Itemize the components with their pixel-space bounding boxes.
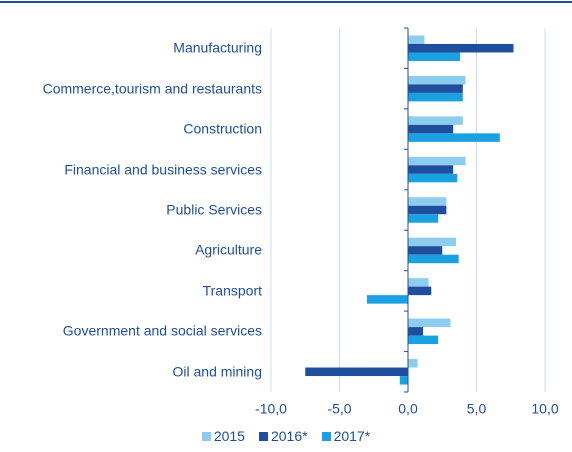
legend-label: 2017* [333,428,371,444]
category-label: Agriculture [195,241,262,258]
legend-swatch [258,431,268,441]
x-tick-label: -5,0 [327,401,351,417]
category-label: Public Services [166,201,262,218]
bar [408,197,447,206]
bar [408,52,461,61]
bar [408,133,500,142]
bar [305,367,408,377]
legend-item: 2017* [321,428,371,444]
bar [408,205,447,215]
legend-label: 2016* [270,428,308,444]
category-label: Manufacturing [173,39,262,56]
category-label: Commerce,tourism and restaurants [42,80,262,97]
category-label: Transport [202,282,262,299]
bar [408,327,424,336]
legend-item: 2016* [258,428,308,444]
bar [408,75,466,85]
bar [408,359,418,368]
bar [408,84,463,93]
x-tick-label: 10,0 [531,401,558,417]
bar [408,156,466,166]
legend-swatch [201,431,211,441]
bar [399,376,408,385]
category-label: Oil and mining [172,363,263,380]
bar [408,286,432,296]
legend-label: 2015 [213,428,245,444]
bar [366,295,408,304]
bar [408,237,456,247]
bar [408,116,463,125]
bar [408,278,429,287]
category-label: Financial and business services [64,161,262,178]
bar [408,246,443,255]
bar [408,43,514,53]
bar [408,335,439,345]
bar [408,124,454,134]
x-tick-label: -10,0 [255,401,287,417]
category-label: Government and social services [62,322,262,339]
bar [408,318,451,328]
x-tick-label: 0,0 [398,401,418,417]
legend-item: 2015 [201,428,245,444]
bar [408,92,463,102]
bar [408,214,439,223]
bar [408,35,425,44]
bar [408,173,458,183]
bar [408,165,454,174]
category-label: Construction [183,120,262,137]
x-tick-label: 5,0 [467,401,487,417]
bar [408,254,459,264]
legend: 2015 2016* 2017* [0,428,572,444]
legend-swatch [321,431,331,441]
